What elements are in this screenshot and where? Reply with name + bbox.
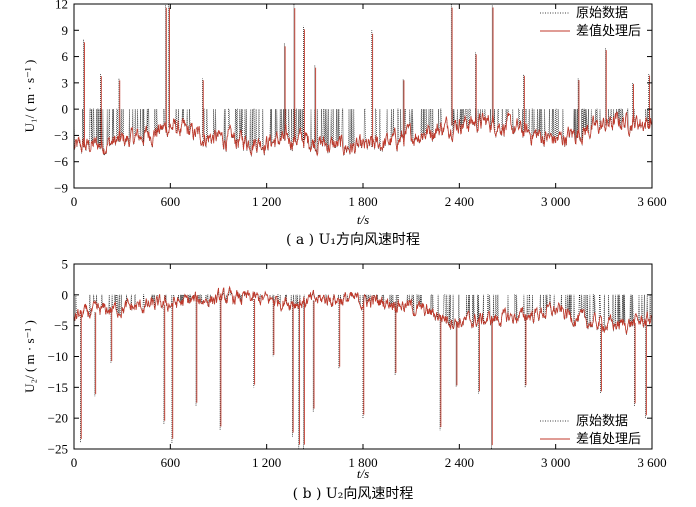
x-tick-label: 2 400 (445, 455, 474, 470)
y-tick-label: 5 (62, 257, 69, 272)
y-tick-label: −10 (48, 349, 68, 364)
y-tick-label: −20 (48, 411, 68, 426)
x-tick-label: 1 800 (348, 455, 377, 470)
y-tick-label: 0 (62, 102, 69, 117)
processed-data-line (74, 285, 652, 335)
raw-data-series (74, 4, 652, 157)
x-tick-label: 3 000 (541, 455, 570, 470)
x-tick-label: 3 600 (637, 455, 666, 470)
x-tick-label: 2 400 (445, 194, 474, 209)
x-tick-label: 600 (161, 194, 181, 209)
chart-caption: ( b ) U₂向风速时程 (293, 486, 414, 502)
legend-label-0: 原始数据 (576, 414, 628, 429)
y-tick-label: −6 (54, 154, 68, 169)
x-tick-label: 600 (161, 455, 181, 470)
legend-label-1: 差值处理后 (576, 431, 641, 447)
chart-u2: −25 −20 −15 −10 −5 0 5 0 600 1 200 1 800 2 400 3 000… (22, 257, 667, 503)
y-tick-label: 6 (62, 49, 69, 64)
processed-data-line (74, 111, 652, 157)
raw-data-line (74, 108, 652, 157)
legend-label-1: 差值处理后 (576, 23, 641, 39)
y-tick-label: −15 (48, 380, 68, 395)
processed-data-series (74, 7, 652, 157)
y-tick-label: −25 (48, 442, 68, 457)
legend-label-0: 原始数据 (576, 6, 628, 21)
y-axis-label: U₁/ ( m · s⁻¹ ) (22, 60, 37, 133)
x-axis-label: t/s (357, 466, 369, 481)
x-tick-label: 3 600 (637, 194, 666, 209)
y-tick-label: 12 (55, 0, 68, 12)
plot-frame (73, 3, 653, 189)
y-tick-label: −9 (54, 181, 68, 196)
x-tick-label: 0 (71, 194, 78, 209)
x-tick-label: 0 (71, 455, 78, 470)
y-axis-label: U₂/ ( m · s⁻¹ ) (22, 320, 37, 393)
y-tick-label: −5 (54, 318, 68, 333)
y-tick-label: 9 (62, 23, 69, 38)
x-tick-label: 3 000 (541, 194, 570, 209)
x-tick-label: 1 800 (348, 194, 377, 209)
x-tick-label: 1 200 (252, 194, 281, 209)
y-tick-label: −3 (54, 128, 68, 143)
y-tick-label: 0 (62, 287, 69, 302)
x-axis-label: t/s (357, 212, 369, 227)
chart-u1: −9 −6 −3 0 3 6 9 12 0 600 1 200 1 800 2 400 3 000 3 60… (22, 0, 667, 248)
y-tick-label: 3 (62, 75, 69, 90)
x-tick-label: 1 200 (252, 455, 281, 470)
chart-caption: ( a ) U₁方向风速时程 (286, 232, 420, 248)
processed-data-series (74, 285, 652, 446)
